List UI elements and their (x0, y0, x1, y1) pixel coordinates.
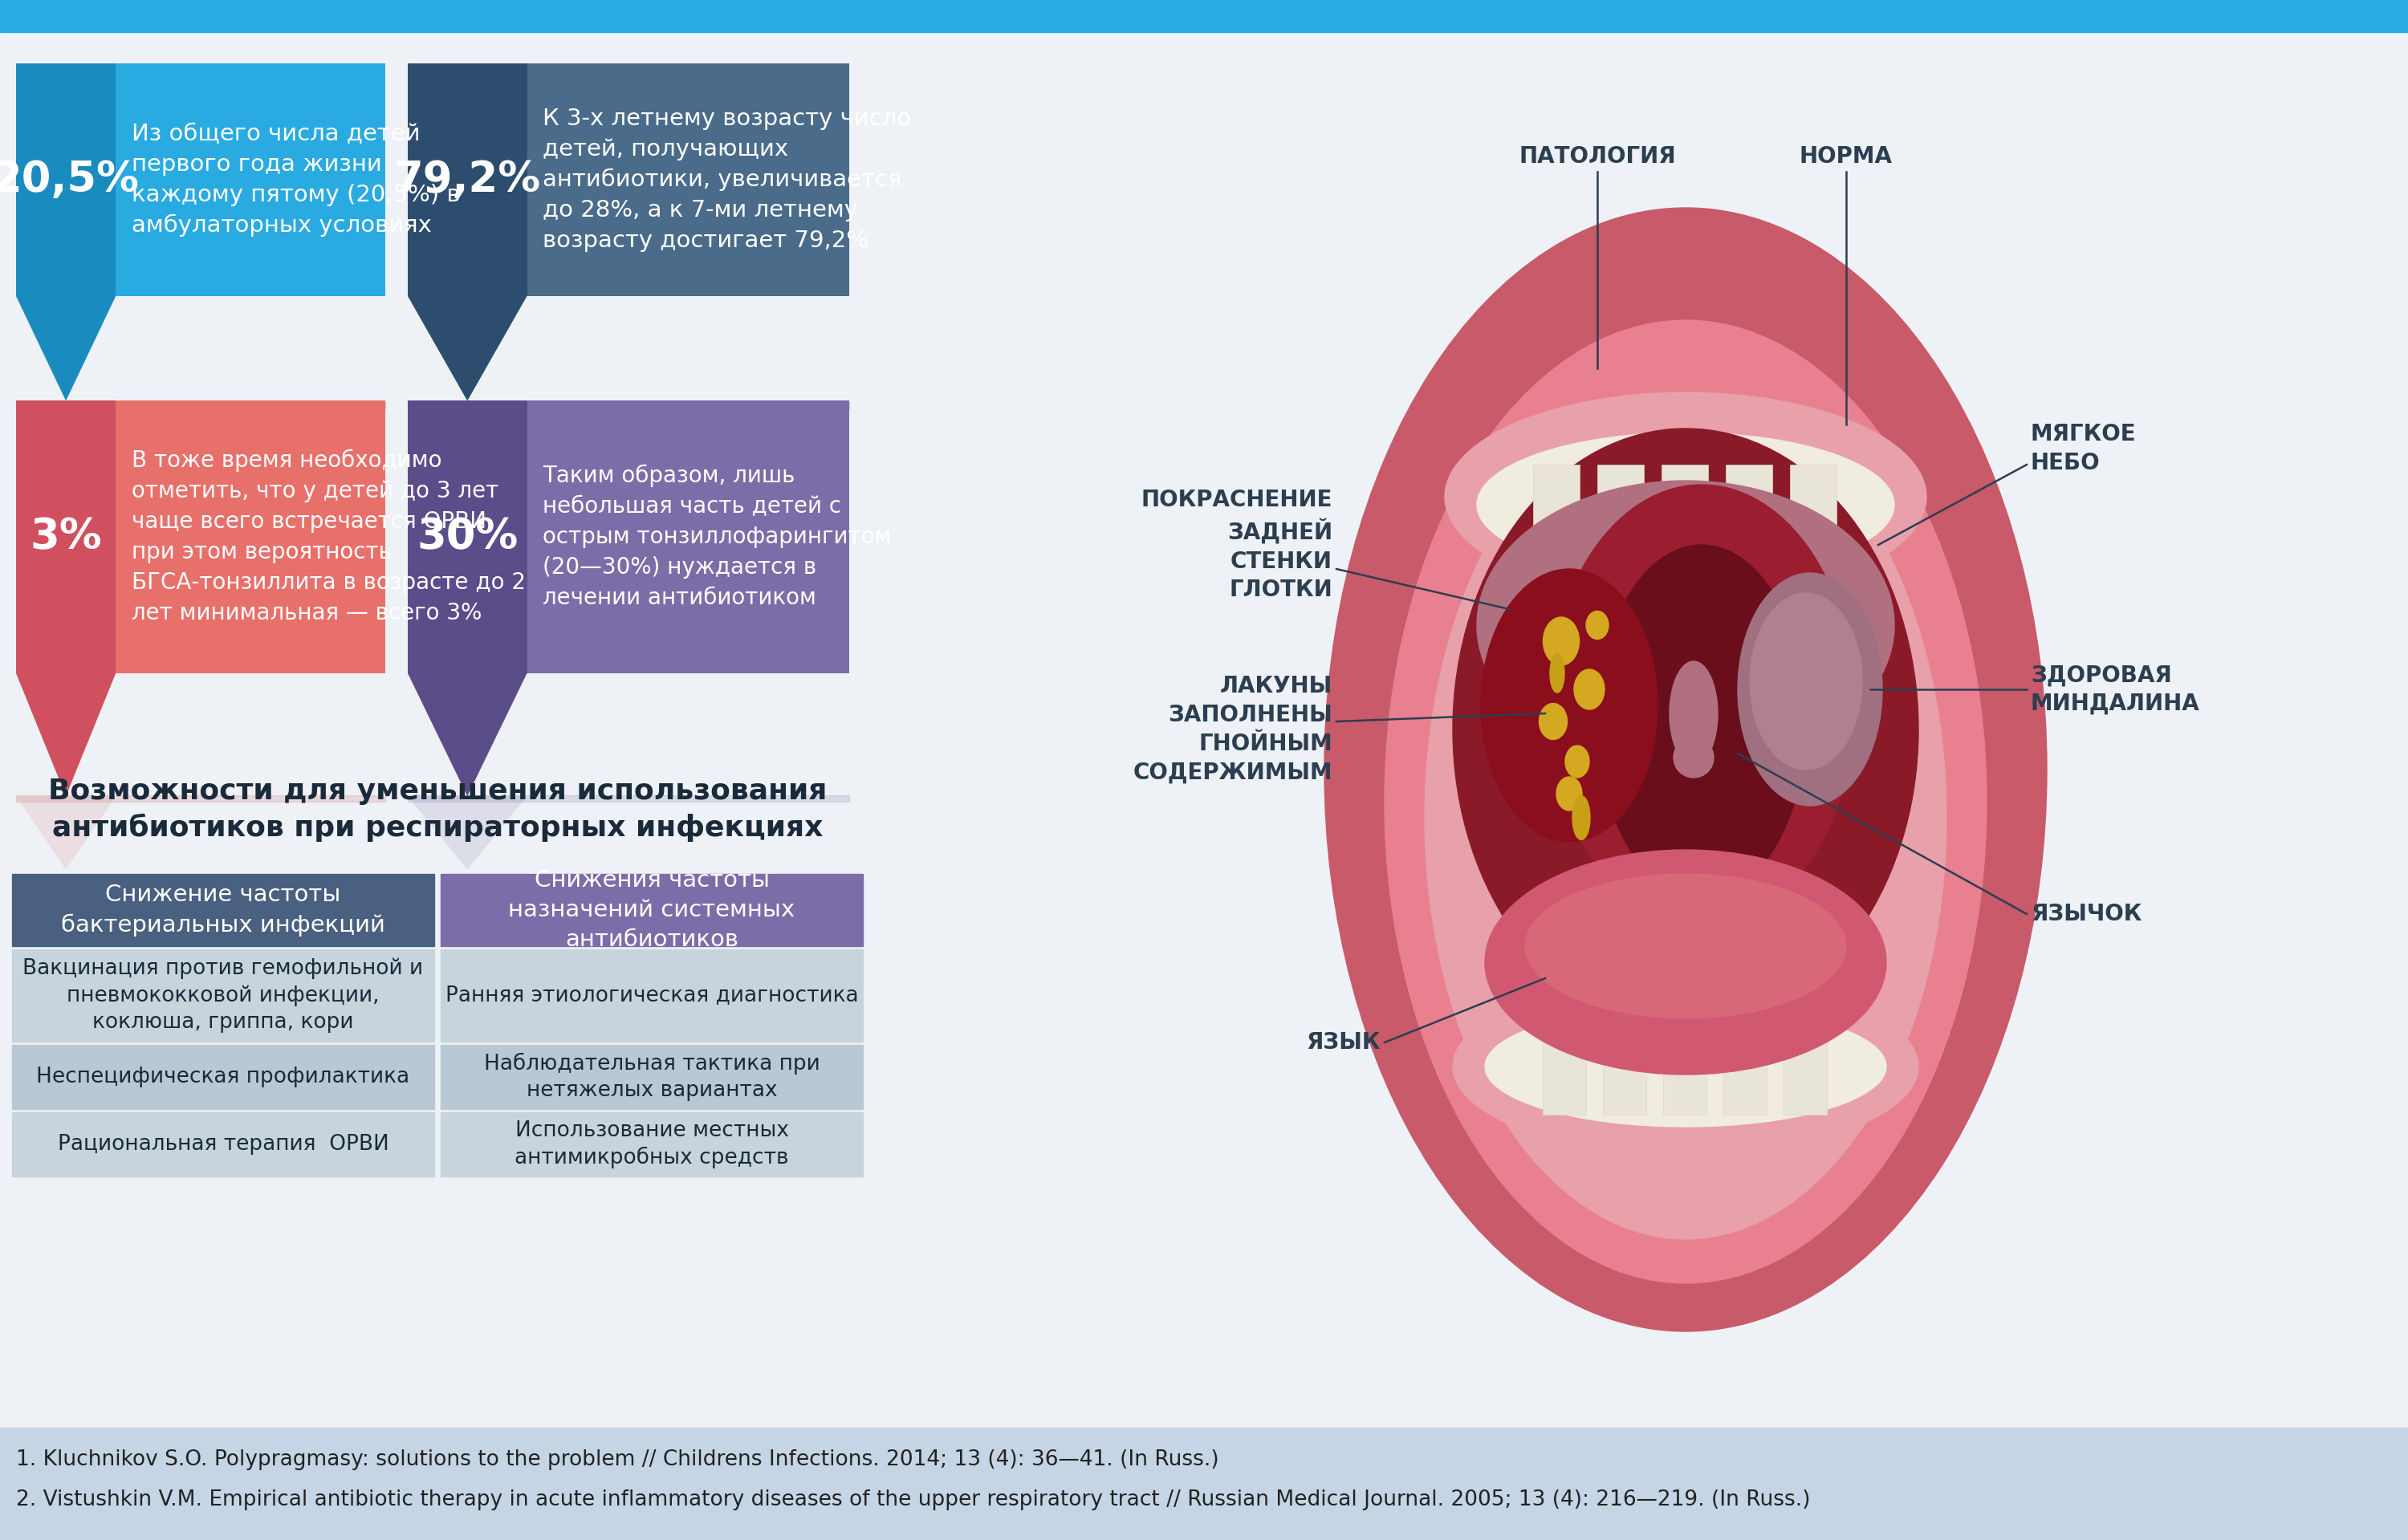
Text: 2. Vistushkin V.M. Empirical antibiotic therapy in acute inflammatory diseases o: 2. Vistushkin V.M. Empirical antibiotic … (17, 1489, 1811, 1511)
Polygon shape (407, 296, 527, 400)
Bar (1724, 1035, 1767, 1115)
Text: ПАТОЛОГИЯ: ПАТОЛОГИЯ (1519, 145, 1676, 168)
Text: 30%: 30% (417, 516, 518, 557)
Bar (17, 63, 116, 296)
Text: 79,2%: 79,2% (395, 159, 542, 200)
Ellipse shape (1751, 593, 1861, 770)
Ellipse shape (1481, 568, 1657, 842)
Bar (441, 1112, 862, 1177)
Bar (1664, 1035, 1707, 1115)
Bar (1789, 465, 1837, 568)
Ellipse shape (1565, 745, 1589, 778)
Text: Использование местных
антимикробных средств: Использование местных антимикробных сред… (515, 1120, 790, 1169)
Ellipse shape (1548, 485, 1854, 926)
Text: Возможности для уменьшения использования: Возможности для уменьшения использования (48, 778, 826, 805)
Bar (1604, 1035, 1647, 1115)
Ellipse shape (1551, 654, 1565, 693)
Text: Таким образом, лишь
небольшая часть детей с
острым тонзиллофарингитом
(20—30%) н: Таким образом, лишь небольшая часть дете… (544, 465, 891, 610)
Text: ЯЗЫК: ЯЗЫК (1305, 1032, 1380, 1053)
Polygon shape (407, 400, 527, 464)
Bar (407, 402, 850, 408)
Bar (12, 1112, 433, 1177)
Bar (17, 402, 385, 408)
Text: Из общего числа детей
первого года жизни
каждому пятому (20,5%) в
амбулаторных у: Из общего числа детей первого года жизни… (132, 123, 460, 237)
Ellipse shape (1544, 618, 1580, 665)
Ellipse shape (1669, 661, 1717, 765)
Ellipse shape (1524, 873, 1847, 1018)
Polygon shape (17, 673, 116, 796)
Ellipse shape (1426, 396, 1946, 1240)
Text: Наблюдательная тактика при
нетяжелых вариантах: Наблюдательная тактика при нетяжелых вар… (484, 1053, 819, 1101)
Text: Вакцинация против гемофильной и
пневмококковой инфекции,
коклюша, гриппа, кори: Вакцинация против гемофильной и пневмоко… (22, 958, 424, 1033)
Bar (116, 400, 385, 673)
Polygon shape (407, 796, 527, 870)
Ellipse shape (1452, 428, 1919, 1030)
Ellipse shape (1556, 776, 1582, 810)
Text: 3%: 3% (29, 516, 101, 557)
Bar (407, 63, 527, 296)
Ellipse shape (1486, 1006, 1885, 1127)
Bar (441, 1044, 862, 1109)
Text: ЛАКУНЫ
ЗАПОЛНЕНЫ
ГНОЙНЫМ
СОДЕРЖИМЫМ: ЛАКУНЫ ЗАПОЛНЕНЫ ГНОЙНЫМ СОДЕРЖИМЫМ (1132, 675, 1332, 784)
Polygon shape (17, 400, 116, 464)
Ellipse shape (1572, 796, 1589, 839)
Text: антибиотиков при респираторных инфекциях: антибиотиков при респираторных инфекциях (53, 813, 824, 842)
Text: Снижения частоты
назначений системных
антибиотиков: Снижения частоты назначений системных ан… (508, 869, 795, 950)
Bar (441, 873, 862, 946)
Text: 1. Kluchnikov S.O. Polypragmasy: solutions to the problem // Childrens Infection: 1. Kluchnikov S.O. Polypragmasy: solutio… (17, 1449, 1218, 1471)
Text: К 3-х летнему возрасту число
детей, получающих
антибиотики, увеличивается
до 28%: К 3-х летнему возрасту число детей, полу… (544, 108, 913, 253)
Bar (441, 949, 862, 1041)
Bar (116, 63, 385, 296)
Bar (17, 400, 116, 673)
Bar (1727, 465, 1772, 568)
Bar (527, 400, 850, 673)
Ellipse shape (1739, 573, 1883, 805)
Bar (1784, 1035, 1828, 1115)
Ellipse shape (1587, 611, 1609, 639)
Polygon shape (407, 673, 527, 796)
Bar (407, 795, 850, 802)
Polygon shape (17, 796, 116, 870)
Bar (12, 873, 433, 946)
Bar (17, 795, 385, 802)
Ellipse shape (1324, 208, 2047, 1332)
Ellipse shape (1486, 850, 1885, 1075)
Text: ПОКРАСНЕНИЕ
ЗАДНЕЙ
СТЕНКИ
ГЛОТКИ: ПОКРАСНЕНИЕ ЗАДНЕЙ СТЕНКИ ГЛОТКИ (1141, 488, 1332, 601)
Text: МЯГКОЕ
НЕБО: МЯГКОЕ НЕБО (2030, 424, 2136, 474)
Bar (12, 1044, 433, 1109)
Ellipse shape (1476, 480, 1895, 770)
Text: Снижение частоты
бактериальных инфекций: Снижение частоты бактериальных инфекций (60, 884, 385, 936)
Text: Рациональная терапия  ОРВИ: Рациональная терапия ОРВИ (58, 1133, 388, 1155)
Bar (0, 1428, 2408, 1540)
Text: В тоже время необходимо
отметить, что у детей до 3 лет
чаще всего встречается ОР: В тоже время необходимо отметить, что у … (132, 450, 525, 624)
Text: ЗДОРОВАЯ
МИНДАЛИНА: ЗДОРОВАЯ МИНДАЛИНА (2030, 664, 2201, 715)
Bar (1544, 1035, 1587, 1115)
Bar (407, 400, 527, 673)
Bar (1597, 465, 1645, 568)
Text: НОРМА: НОРМА (1799, 145, 1893, 168)
Ellipse shape (1597, 545, 1806, 898)
Ellipse shape (1674, 738, 1714, 778)
Bar (12, 949, 433, 1041)
Bar (1534, 465, 1580, 568)
Ellipse shape (1539, 704, 1568, 739)
Polygon shape (17, 296, 116, 400)
Ellipse shape (1575, 670, 1604, 710)
Text: 20,5%: 20,5% (0, 159, 140, 200)
Text: Неспецифическая профилактика: Неспецифическая профилактика (36, 1067, 409, 1087)
Text: Ранняя этиологическая диагностика: Ранняя этиологическая диагностика (445, 986, 857, 1006)
Ellipse shape (1445, 393, 1926, 601)
Text: ЯЗЫЧОК: ЯЗЫЧОК (2030, 902, 2141, 926)
Ellipse shape (1452, 978, 1919, 1155)
Ellipse shape (1476, 433, 1895, 578)
Bar (527, 63, 850, 296)
Bar (0, 0, 2408, 32)
Ellipse shape (1385, 320, 1987, 1283)
Bar (1662, 465, 1707, 568)
